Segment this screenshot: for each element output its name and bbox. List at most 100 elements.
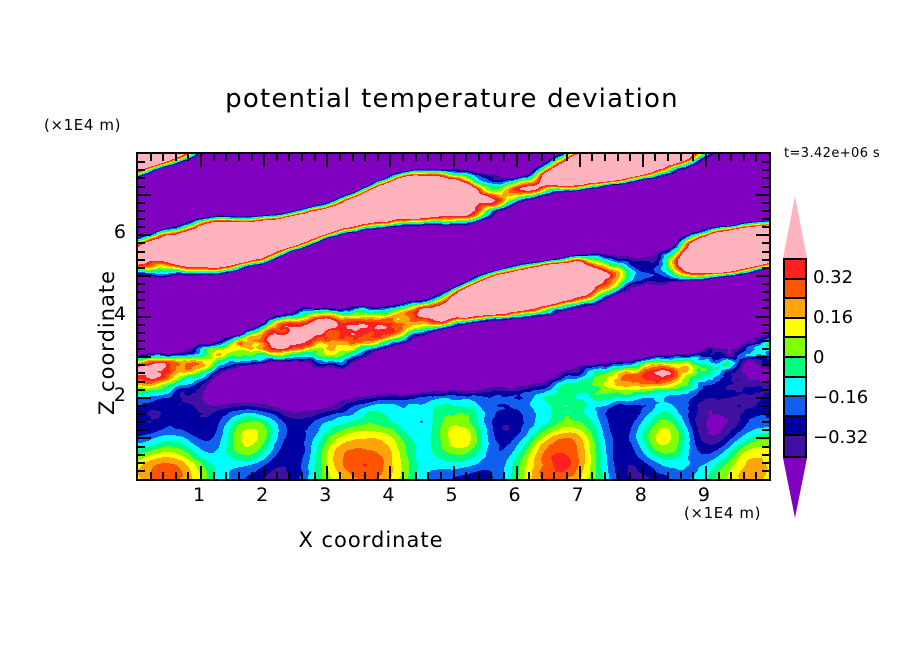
x-tick	[326, 154, 329, 167]
x-tick	[730, 472, 733, 479]
x-tick	[603, 472, 606, 479]
colorbar-band	[785, 260, 805, 280]
x-tick-label: 3	[319, 484, 332, 506]
x-tick	[566, 154, 569, 161]
x-tick	[490, 472, 493, 479]
x-tick	[301, 154, 304, 161]
x-tick	[477, 154, 480, 161]
y-tick	[138, 266, 145, 269]
x-tick	[225, 472, 228, 479]
colorbar-band	[785, 338, 805, 358]
x-tick	[477, 472, 480, 479]
y-tick	[756, 193, 769, 196]
contour-plot-area	[136, 152, 771, 481]
y-tick	[138, 177, 145, 180]
x-tick	[338, 154, 341, 161]
x-tick	[490, 154, 493, 161]
x-tick	[326, 466, 329, 479]
y-tick	[762, 226, 769, 229]
x-tick	[149, 472, 152, 479]
y-tick	[756, 437, 769, 440]
y-tick	[762, 453, 769, 456]
x-tick	[641, 466, 644, 479]
x-tick	[704, 466, 707, 479]
y-tick	[762, 461, 769, 464]
x-tick-label: 7	[571, 484, 584, 506]
x-tick	[502, 472, 505, 479]
x-tick	[679, 154, 682, 161]
colorbar-over-arrow	[783, 196, 807, 258]
x-tick	[200, 154, 203, 167]
x-tick	[540, 154, 543, 161]
x-tick	[237, 472, 240, 479]
y-tick	[756, 356, 769, 359]
y-tick	[138, 339, 145, 342]
x-tick	[301, 472, 304, 479]
y-tick	[138, 234, 151, 237]
x-tick	[187, 472, 190, 479]
colorbar-band	[785, 436, 805, 456]
x-tick	[578, 466, 581, 479]
x-tick	[250, 472, 253, 479]
x-tick-label: 8	[634, 484, 647, 506]
x-tick	[603, 154, 606, 161]
y-tick	[138, 218, 145, 220]
x-tick	[402, 472, 405, 479]
y-tick	[138, 356, 151, 359]
y-tick	[762, 177, 769, 180]
x-tick	[389, 154, 392, 167]
y-tick	[138, 242, 145, 245]
y-tick	[762, 161, 769, 164]
x-tick	[465, 154, 468, 161]
x-tick	[162, 154, 165, 161]
contour-field	[138, 154, 769, 479]
x-tick	[566, 472, 569, 479]
y-tick	[138, 445, 145, 448]
x-tick	[679, 472, 682, 479]
y-tick	[756, 274, 769, 277]
y-tick	[762, 169, 769, 172]
x-tick	[730, 154, 733, 161]
y-tick	[762, 323, 769, 326]
x-tick	[212, 472, 215, 479]
x-tick	[452, 466, 455, 479]
colorbar-band	[785, 377, 805, 398]
x-tick	[717, 472, 720, 479]
x-tick	[288, 154, 291, 161]
x-tick	[174, 154, 177, 161]
x-tick	[338, 472, 341, 479]
x-tick	[364, 154, 367, 161]
y-tick	[138, 250, 145, 253]
x-tick	[540, 472, 543, 479]
x-tick-label: 9	[697, 484, 710, 506]
x-tick	[578, 154, 581, 167]
x-tick	[351, 154, 354, 161]
x-tick	[439, 472, 442, 479]
y-tick	[756, 315, 769, 318]
x-tick	[616, 154, 619, 161]
colorbar-bands	[783, 258, 807, 458]
time-annotation: t=3.42e+06 s	[784, 146, 881, 161]
y-tick	[138, 169, 145, 172]
y-tick	[138, 388, 145, 391]
y-tick	[762, 421, 769, 424]
x-tick	[414, 472, 417, 479]
x-tick	[591, 472, 594, 479]
y-axis-units: (×1E4 m)	[44, 116, 122, 134]
y-tick-label: 6	[113, 221, 126, 244]
x-tick	[528, 154, 531, 161]
y-tick	[762, 307, 769, 310]
y-tick	[138, 315, 151, 318]
x-tick	[313, 154, 316, 161]
x-tick	[402, 154, 405, 161]
x-tick	[452, 154, 455, 167]
x-tick	[427, 154, 430, 161]
x-tick	[414, 154, 417, 161]
y-tick	[762, 201, 769, 204]
y-tick	[138, 461, 145, 464]
y-tick	[762, 291, 769, 294]
y-tick	[138, 404, 145, 407]
colorbar-label: −0.16	[813, 387, 869, 408]
x-tick	[742, 154, 745, 161]
